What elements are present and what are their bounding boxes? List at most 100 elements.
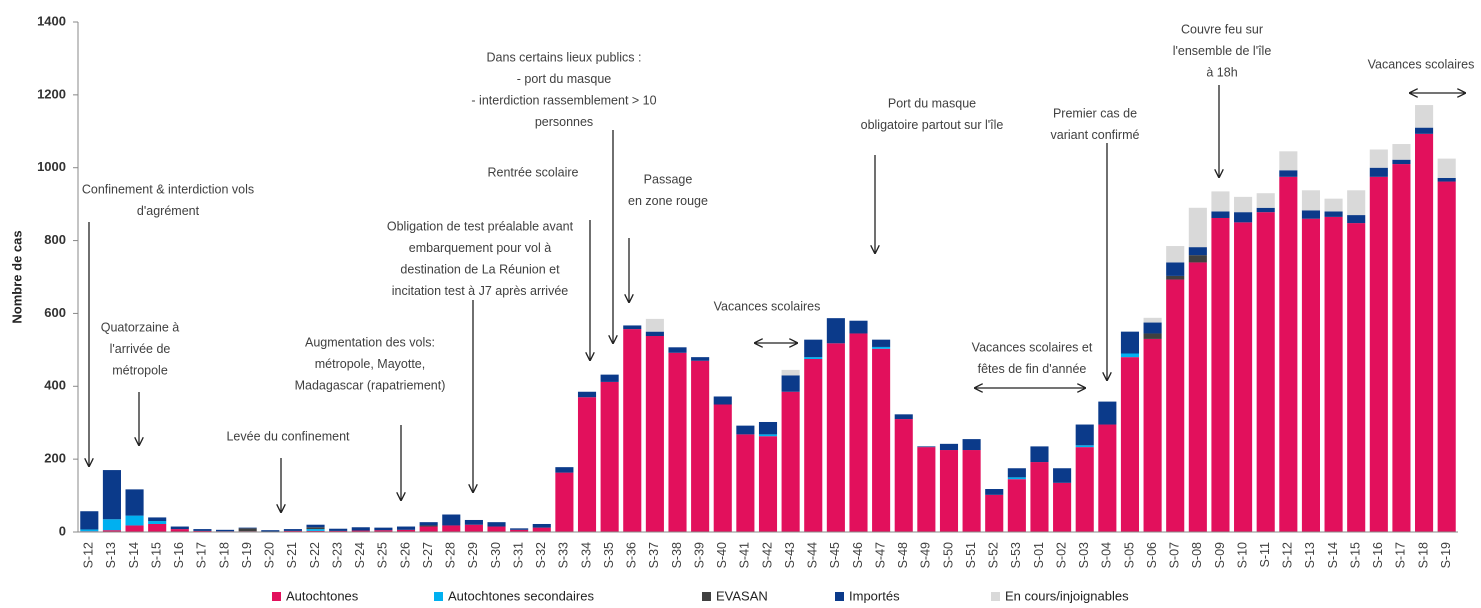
bar-segment bbox=[1301, 190, 1320, 211]
x-tick-label: S-13 bbox=[104, 542, 118, 568]
bar-segment bbox=[872, 348, 891, 532]
bar-segment bbox=[329, 530, 348, 532]
y-tick-label: 1200 bbox=[37, 86, 66, 101]
bar-segment bbox=[872, 346, 891, 349]
bar-segment bbox=[645, 331, 664, 337]
bar-segment bbox=[1324, 211, 1343, 217]
annotation-text: Quatorzaine à bbox=[101, 320, 180, 334]
annotation-text: Levée du confinement bbox=[226, 429, 350, 443]
bar-segment bbox=[1437, 158, 1456, 178]
bar-segment bbox=[374, 530, 393, 532]
bar-segment bbox=[1166, 275, 1185, 280]
x-tick-label: S-09 bbox=[1213, 542, 1227, 568]
x-tick-label: S-17 bbox=[1394, 542, 1408, 568]
x-tick-label: S-08 bbox=[1190, 542, 1204, 568]
legend-swatch bbox=[835, 592, 844, 601]
annotation-text: Vacances scolaires et bbox=[972, 340, 1093, 354]
bar-segment bbox=[555, 472, 574, 532]
bar-segment bbox=[238, 528, 257, 532]
bar-segment bbox=[758, 421, 778, 435]
y-tick-label: 400 bbox=[44, 378, 66, 393]
bar-segment bbox=[1279, 151, 1298, 171]
x-tick-label: S-15 bbox=[149, 542, 163, 568]
y-tick-label: 1000 bbox=[37, 159, 66, 174]
bar-segment bbox=[668, 352, 687, 532]
bar-segment bbox=[1415, 127, 1434, 134]
bar-segment bbox=[1415, 105, 1434, 128]
bar-segment bbox=[193, 530, 212, 532]
bar-segment bbox=[306, 527, 325, 530]
annotation-text: Port du masque bbox=[888, 96, 976, 110]
bar-segment bbox=[487, 522, 506, 527]
bar-segment bbox=[1301, 218, 1320, 532]
bar-segment bbox=[419, 522, 438, 526]
bar-segment bbox=[283, 529, 302, 531]
bar-segment bbox=[691, 360, 710, 532]
bar-segment bbox=[1211, 211, 1230, 218]
x-tick-label: S-45 bbox=[828, 542, 842, 568]
y-axis-label: Nombre de cas bbox=[9, 230, 24, 323]
x-tick-label: S-16 bbox=[1371, 542, 1385, 568]
bar-segment bbox=[917, 447, 936, 532]
bar-segment bbox=[577, 391, 597, 398]
bar-segment bbox=[125, 489, 144, 516]
x-tick-label: S-40 bbox=[715, 542, 729, 568]
bar-segment bbox=[216, 529, 235, 532]
x-tick-label: S-18 bbox=[217, 542, 231, 568]
annotation-text: l'arrivée de bbox=[110, 342, 171, 356]
bar-segment bbox=[1392, 144, 1411, 160]
bar-segment bbox=[555, 467, 574, 473]
bar-segment bbox=[1369, 176, 1388, 533]
legend-swatch bbox=[272, 592, 281, 601]
bar-segment bbox=[125, 515, 144, 526]
annotation-text: Obligation de test préalable avant bbox=[387, 219, 574, 233]
x-tick-label: S-18 bbox=[1416, 542, 1430, 568]
bar-segment bbox=[826, 343, 845, 532]
bar-segment bbox=[125, 525, 144, 532]
bar-segment bbox=[102, 470, 121, 520]
bar-segment bbox=[1301, 210, 1320, 219]
bar-segment bbox=[1007, 479, 1026, 532]
bar-segment bbox=[261, 530, 280, 532]
bar-segment bbox=[510, 528, 529, 530]
bar-segment bbox=[1188, 255, 1207, 263]
bar-segment bbox=[1347, 190, 1366, 216]
annotation-text: Augmentation des vols: bbox=[305, 335, 435, 349]
annotation-text: Premier cas de bbox=[1053, 106, 1137, 120]
bar-segment bbox=[781, 369, 800, 376]
x-tick-label: S-34 bbox=[579, 542, 593, 568]
bar-segment bbox=[306, 530, 325, 532]
bar-segment bbox=[804, 357, 823, 359]
annotation-text: Vacances scolaires bbox=[714, 299, 821, 313]
bar-segment bbox=[1256, 193, 1275, 208]
x-tick-label: S-37 bbox=[647, 542, 661, 568]
bar-segment bbox=[1324, 216, 1343, 532]
bar-segment bbox=[600, 374, 619, 382]
bar-segment bbox=[464, 524, 483, 532]
x-tick-label: S-38 bbox=[670, 542, 684, 568]
bar-segment bbox=[1007, 477, 1026, 480]
annotation-text: destination de La Réunion et bbox=[400, 262, 560, 276]
bar-segment bbox=[962, 450, 981, 532]
bar-segment bbox=[351, 527, 370, 531]
x-tick-label: S-14 bbox=[127, 542, 141, 568]
x-tick-label: S-53 bbox=[1009, 542, 1023, 568]
bar-segment bbox=[238, 527, 257, 529]
bar-segment bbox=[1234, 212, 1253, 223]
legend-label: Importés bbox=[849, 588, 900, 603]
bar-segment bbox=[1188, 262, 1207, 532]
bar-segment bbox=[1075, 424, 1094, 446]
bar-segment bbox=[736, 425, 755, 435]
annotation-text: en zone rouge bbox=[628, 194, 708, 208]
annotation-text: Vacances scolaires bbox=[1368, 57, 1475, 71]
x-tick-label: S-51 bbox=[964, 542, 978, 568]
x-tick-label: S-22 bbox=[308, 542, 322, 568]
bar-segment bbox=[464, 519, 483, 525]
x-tick-label: S-46 bbox=[851, 542, 865, 568]
bar-segment bbox=[1347, 215, 1366, 224]
legend-label: Autochtones secondaires bbox=[448, 588, 594, 603]
bar-segment bbox=[645, 336, 664, 532]
annotation-text: Rentrée scolaire bbox=[487, 165, 578, 179]
bar-segment bbox=[894, 419, 913, 532]
x-tick-label: S-04 bbox=[1100, 542, 1114, 568]
